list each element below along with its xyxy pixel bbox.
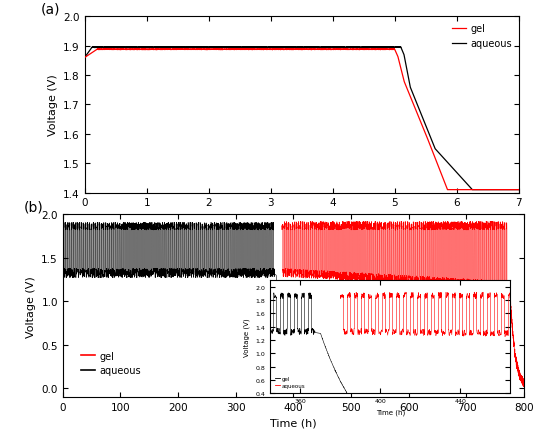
aqueous <box>247 46 254 51</box>
Y-axis label: Voltage (V): Voltage (V) <box>26 275 35 337</box>
Legend: gel, aqueous: gel, aqueous <box>448 20 516 53</box>
aqueous <box>342 46 348 51</box>
gel <box>438 173 445 178</box>
gel <box>444 187 450 193</box>
gel <box>160 48 167 53</box>
gel <box>515 187 522 193</box>
Legend: gel, aqueous: gel, aqueous <box>77 347 145 379</box>
Line: gel: gel <box>85 49 519 190</box>
aqueous <box>161 46 167 51</box>
gel <box>247 47 254 53</box>
gel <box>81 56 88 61</box>
aqueous <box>438 154 445 159</box>
aqueous <box>469 187 476 193</box>
Text: (a): (a) <box>41 3 61 17</box>
aqueous <box>405 77 412 82</box>
Y-axis label: Voltage (V): Voltage (V) <box>48 75 57 136</box>
Text: (b): (b) <box>23 200 43 214</box>
aqueous <box>515 187 522 193</box>
gel <box>364 48 370 53</box>
X-axis label: Time (h): Time (h) <box>278 214 325 224</box>
gel <box>405 90 412 95</box>
aqueous <box>91 45 97 50</box>
aqueous <box>81 56 88 61</box>
aqueous <box>364 46 370 51</box>
gel <box>365 47 371 52</box>
gel <box>342 48 348 53</box>
X-axis label: Time (h): Time (h) <box>270 418 317 427</box>
Line: aqueous: aqueous <box>85 48 519 190</box>
